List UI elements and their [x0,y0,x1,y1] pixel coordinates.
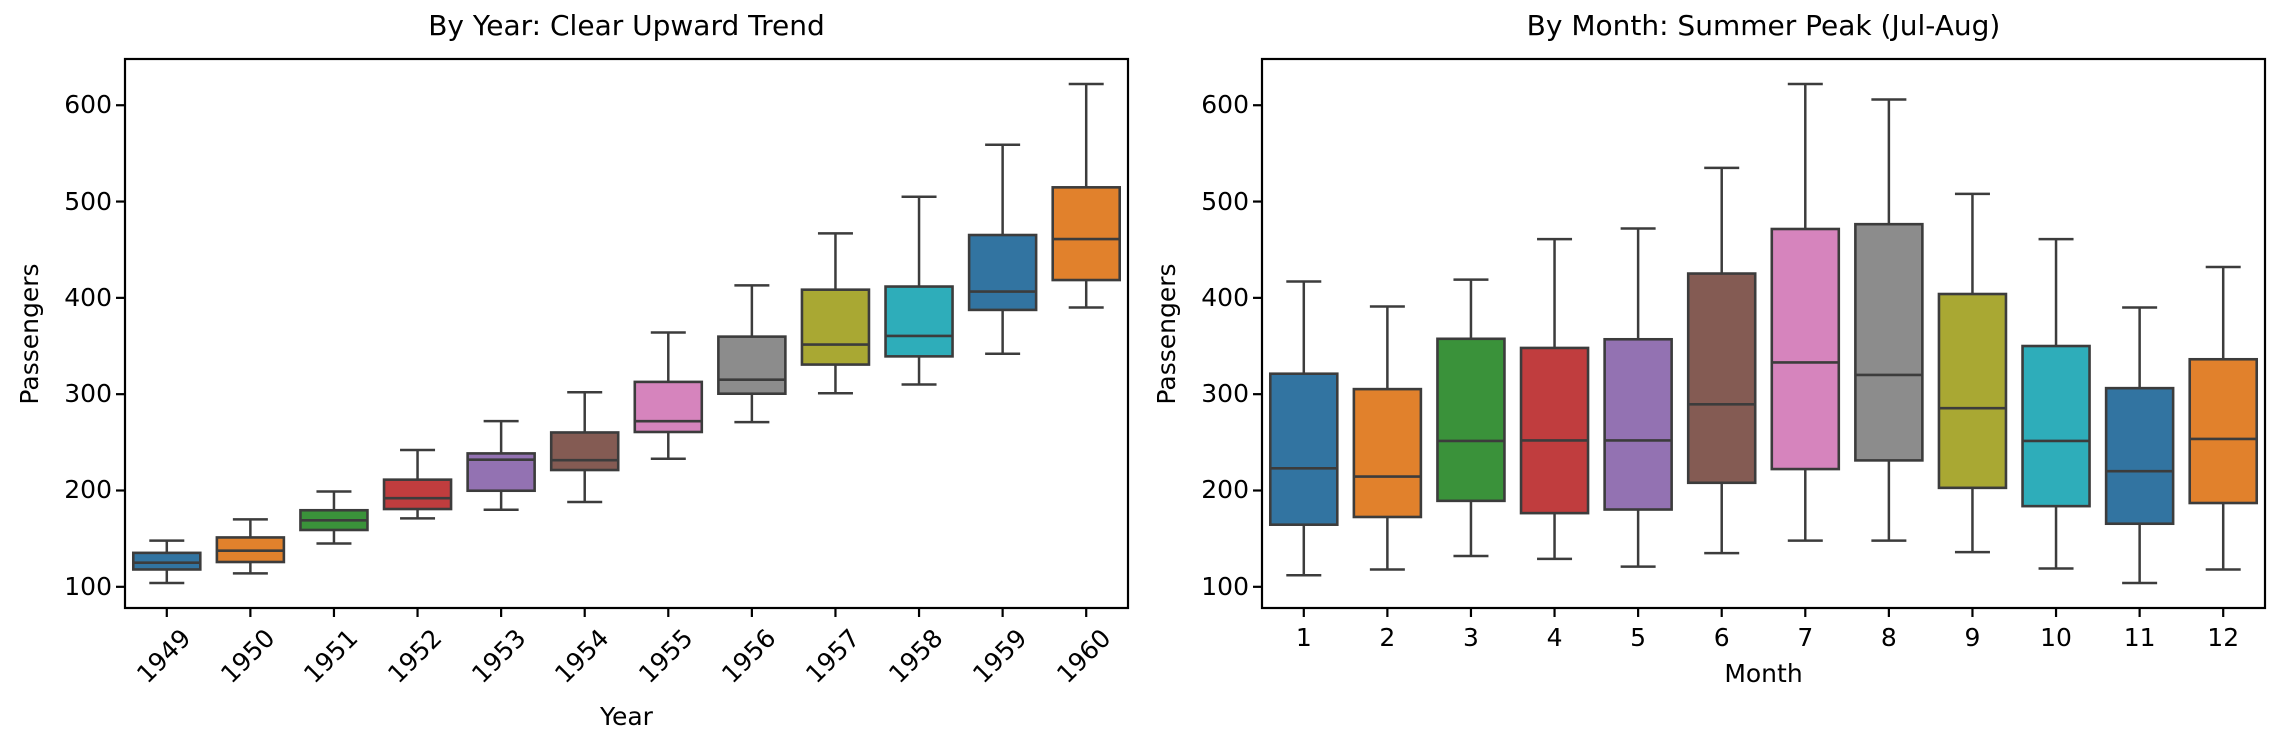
y-tick-label: 400 [64,282,112,312]
box-1956 [717,284,787,424]
iqr-box [1436,337,1506,503]
y-tick-label: 400 [1201,282,1249,312]
box-7 [1770,82,1841,542]
box-5 [1603,227,1673,568]
box-9 [1937,192,2008,554]
box-plot-canvas [1253,57,2267,617]
box-4 [1519,237,1590,561]
axes-frame [123,57,1130,610]
x-tick-label: 1 [1295,623,1312,652]
y-tick-label: 100 [64,571,112,601]
iqr-box [884,285,954,358]
box-8 [1854,98,1924,542]
y-tick-label: 500 [1201,186,1249,216]
box-6 [1686,166,1757,555]
box-1949 [131,539,202,585]
iqr-box [1603,337,1673,511]
box-1951 [299,490,369,545]
iqr-box [382,478,453,511]
iqr-box [1268,372,1339,526]
y-tick-label: 600 [64,90,112,120]
box-1957 [800,232,871,395]
box-1955 [633,331,704,460]
y-tick-label: 100 [1201,571,1249,601]
y-tick-label: 300 [64,379,112,409]
iqr-box [2021,344,2091,508]
x-tick-label: 6 [1713,623,1730,652]
iqr-box [633,380,704,434]
x-tick-label: 8 [1880,623,1897,652]
box-11 [2104,306,2175,585]
box-1952 [382,448,453,520]
box-1950 [215,518,286,575]
iqr-box [131,551,202,571]
box-12 [2188,265,2259,571]
iqr-box [2188,357,2259,505]
box-10 [2021,237,2091,570]
y-tick-label: 300 [1201,379,1249,409]
y-tick-label: 500 [64,186,112,216]
iqr-box [1854,222,1924,462]
x-tick-label: 7 [1797,623,1814,652]
x-tick-label: 4 [1546,623,1563,652]
box-1954 [549,391,620,504]
iqr-box [1770,227,1841,471]
chart-title: By Year: Clear Upward Trend [428,9,825,42]
box-1953 [466,419,536,512]
box-1 [1268,280,1339,577]
x-tick-label: 3 [1463,623,1479,652]
x-axis-label: Year [600,702,653,731]
x-tick-label: 10 [2040,623,2072,652]
box-plot-canvas [116,57,1130,617]
x-tick-label: 5 [1630,623,1647,652]
iqr-box [1937,292,2008,490]
x-tick-label: 12 [2207,623,2240,652]
iqr-box [549,431,620,472]
iqr-box [717,335,787,395]
box-1958 [884,195,954,386]
iqr-box [1352,387,1423,519]
y-tick-label: 600 [1201,90,1249,120]
box-1960 [1051,82,1122,309]
iqr-box [800,288,871,366]
chart-title: By Month: Summer Peak (Jul-Aug) [1526,9,2001,42]
x-tick-label: 11 [2123,623,2156,652]
y-tick-label: 200 [64,475,112,505]
y-tick-label: 200 [1201,475,1249,505]
iqr-box [967,233,1038,312]
iqr-box [1519,346,1590,515]
x-tick-label: 2 [1379,623,1396,652]
x-tick-label: 9 [1964,623,1981,652]
y-axis-label: Passengers [1152,262,1181,405]
axes-frame [1260,57,2267,610]
iqr-box [1051,186,1122,282]
x-axis-label: Month [1724,659,1803,688]
box-2 [1352,305,1423,571]
iqr-box [1686,272,1757,485]
box-1959 [967,143,1038,355]
box-3 [1436,278,1506,558]
iqr-box [2104,386,2175,526]
